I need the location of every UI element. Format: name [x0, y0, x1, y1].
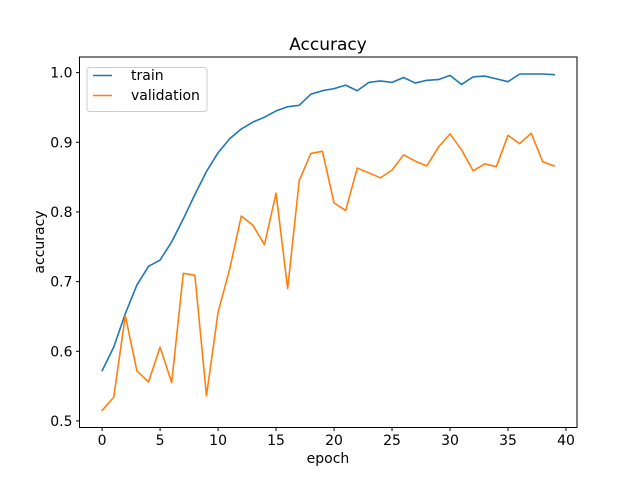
x-tick-label: 20 — [325, 433, 343, 449]
legend-train-label: train — [131, 68, 164, 84]
x-tick-label: 30 — [441, 433, 459, 449]
x-tick-label: 5 — [156, 433, 165, 449]
x-tick-label: 15 — [267, 433, 285, 449]
chart-title: Accuracy — [289, 35, 367, 55]
x-axis-ticks: 0 5 10 15 20 25 30 35 40 — [98, 427, 575, 449]
train-line — [101, 73, 556, 372]
y-axis-ticks: 0.5 0.6 0.7 0.8 0.9 1.0 — [50, 66, 80, 430]
series-lines — [101, 73, 556, 412]
legend-validation-label: validation — [131, 88, 200, 104]
y-tick-label: 0.9 — [50, 135, 72, 151]
y-tick-label: 0.8 — [50, 205, 72, 221]
x-tick-label: 0 — [98, 433, 107, 449]
y-tick-label: 0.7 — [50, 275, 72, 291]
y-tick-label: 1.0 — [50, 66, 72, 82]
y-axis-label: accuracy — [32, 210, 48, 273]
legend-box — [86, 67, 208, 112]
validation-line — [101, 132, 556, 412]
x-tick-label: 35 — [499, 433, 517, 449]
x-tick-label: 40 — [557, 433, 575, 449]
y-tick-label: 0.6 — [50, 344, 72, 360]
x-axis-label: epoch — [307, 451, 350, 467]
x-tick-label: 25 — [383, 433, 401, 449]
x-tick-label: 10 — [209, 433, 227, 449]
plot-area — [79, 56, 578, 428]
legend: train validation — [86, 67, 208, 112]
y-tick-label: 0.5 — [50, 414, 72, 430]
